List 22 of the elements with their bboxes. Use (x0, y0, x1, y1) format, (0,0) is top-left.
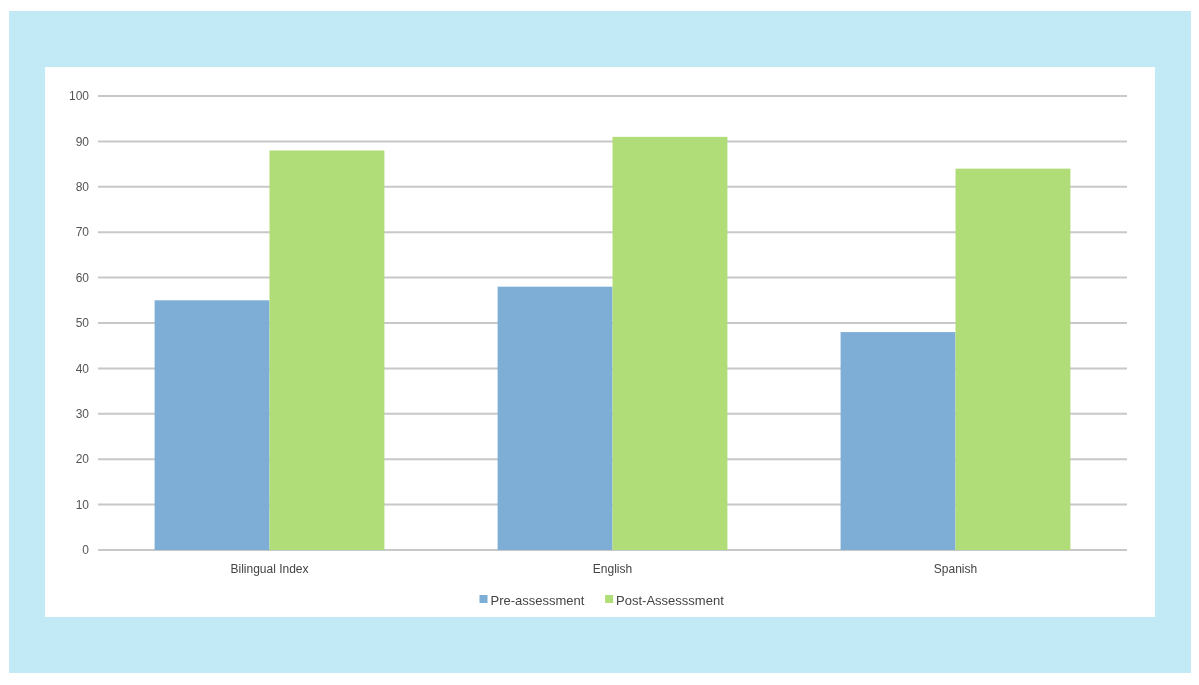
y-tick-label: 20 (75, 452, 90, 467)
bar (612, 136, 728, 550)
bar (840, 332, 956, 550)
y-tick-label: 80 (75, 180, 90, 194)
x-tick-label: Spanish (933, 562, 978, 576)
bar (497, 286, 613, 550)
legend-label: Post-Assesssment (616, 592, 725, 608)
y-tick-label: 100 (68, 89, 90, 104)
bar (269, 150, 385, 550)
y-tick-label: 50 (75, 316, 90, 331)
x-tick-label: English (592, 562, 633, 576)
y-tick-label: 40 (75, 361, 90, 376)
y-tick-label: 10 (75, 497, 90, 512)
legend-label: Pre-assessment (490, 592, 585, 608)
y-tick-label: 70 (75, 225, 90, 240)
y-tick-label: 0 (82, 543, 90, 558)
y-tick-label: 30 (75, 407, 90, 421)
bar (154, 300, 270, 550)
y-tick-label: 90 (75, 134, 90, 149)
bar (955, 168, 1071, 550)
x-tick-label: Bilingual Index (230, 562, 309, 576)
y-tick-label: 60 (75, 270, 90, 285)
